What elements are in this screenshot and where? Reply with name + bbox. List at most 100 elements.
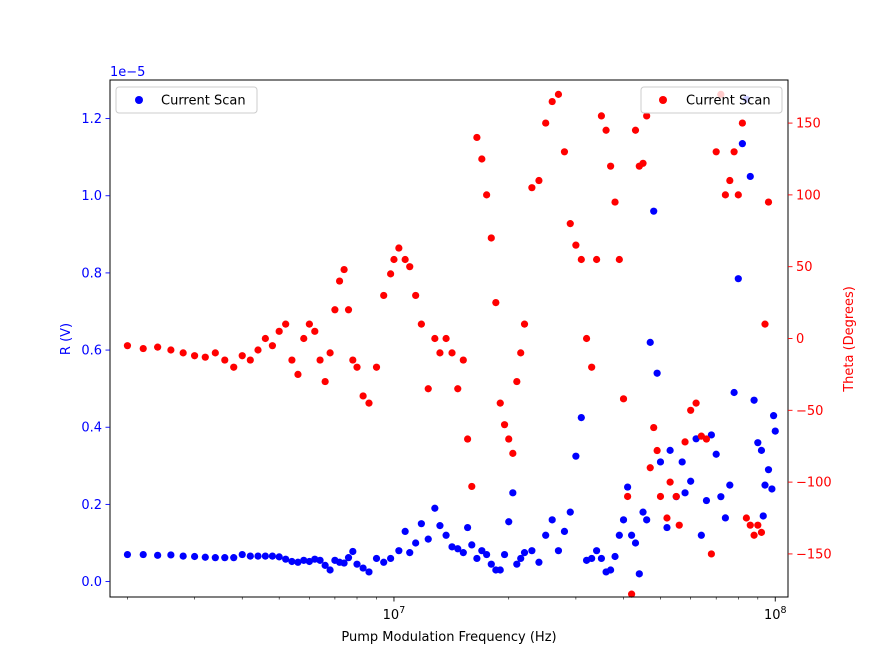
r-point-40 (417, 520, 425, 528)
r-point-82 (631, 539, 640, 547)
r-point-85 (643, 516, 651, 524)
theta-point-64 (535, 176, 543, 185)
r-point-7 (211, 554, 219, 562)
r-point-52 (483, 550, 491, 559)
theta-point-20 (305, 320, 313, 328)
theta-point-86 (643, 112, 651, 120)
left-axis-label: R (V) (59, 323, 74, 355)
r-point-98 (702, 496, 711, 505)
r-point-105 (734, 275, 742, 283)
r-point-11 (246, 552, 254, 560)
theta-point-43 (431, 334, 439, 343)
r-point-99 (707, 431, 715, 439)
r-point-27 (340, 559, 348, 567)
theta-point-63 (528, 184, 536, 192)
theta-point-109 (746, 521, 754, 529)
r-point-87 (650, 207, 658, 215)
r-point-38 (406, 549, 414, 557)
r-point-24 (326, 566, 334, 574)
left-tick-label-0: 0.0 (81, 575, 102, 590)
theta-point-82 (628, 590, 636, 598)
r-point-74 (597, 554, 606, 563)
r-point-35 (387, 554, 395, 563)
r-point-70 (577, 413, 585, 422)
r-point-116 (771, 427, 779, 435)
r-point-113 (764, 466, 773, 474)
r-point-43 (436, 522, 444, 530)
right-tick-label-6: 150 (796, 117, 821, 132)
r-point-63 (535, 558, 543, 566)
r-point-86 (646, 338, 654, 346)
r-point-93 (678, 458, 686, 466)
theta-point-40 (412, 291, 420, 300)
theta-point-57 (500, 421, 509, 429)
theta-point-90 (656, 492, 665, 501)
r-point-65 (548, 516, 556, 524)
r-point-1 (139, 550, 147, 559)
theta-point-52 (478, 155, 486, 163)
r-point-23 (321, 561, 329, 569)
theta-point-71 (577, 255, 585, 264)
theta-point-10 (238, 352, 246, 360)
theta-point-51 (473, 133, 481, 142)
r-point-104 (730, 388, 738, 397)
r-point-73 (593, 547, 601, 555)
theta-point-13 (261, 334, 269, 343)
theta-point-33 (372, 363, 381, 371)
legend-left-label: Current Scan (161, 94, 246, 109)
r-point-2 (154, 551, 162, 559)
theta-point-70 (572, 241, 580, 249)
r-point-45 (448, 543, 456, 551)
left-axis-offset-text: 1e−5 (110, 65, 145, 80)
r-point-60 (517, 554, 525, 563)
r-point-91 (666, 446, 674, 454)
theta-point-80 (619, 395, 628, 403)
theta-point-24 (326, 349, 334, 357)
theta-point-44 (436, 349, 444, 357)
r-point-4 (179, 552, 187, 560)
theta-point-55 (492, 299, 500, 307)
theta-point-36 (390, 255, 398, 264)
r-point-14 (268, 552, 277, 560)
left-tick-label-3: 0.6 (81, 344, 102, 359)
r-point-18 (294, 558, 302, 566)
theta-point-81 (624, 492, 632, 501)
legend-left-marker (135, 96, 143, 104)
theta-point-37 (395, 244, 403, 252)
data-markers (123, 90, 779, 598)
r-point-89 (656, 458, 665, 466)
left-tick-label-4: 0.8 (81, 266, 102, 281)
theta-point-25 (331, 306, 339, 314)
theta-point-88 (650, 423, 658, 432)
r-point-109 (750, 396, 758, 404)
r-point-62 (528, 547, 536, 555)
r-point-48 (464, 523, 472, 532)
theta-point-113 (761, 320, 769, 328)
r-point-66 (554, 547, 563, 555)
r-point-46 (454, 545, 462, 553)
theta-point-94 (675, 521, 683, 529)
legend-right-label: Current Scan (686, 94, 771, 109)
theta-point-78 (611, 198, 619, 206)
r-point-29 (349, 547, 357, 556)
theta-point-73 (588, 363, 596, 371)
r-point-59 (513, 560, 521, 568)
theta-point-69 (566, 220, 574, 228)
right-tick-label-5: 100 (796, 188, 821, 203)
r-point-95 (687, 477, 695, 485)
right-tick-label-0: −150 (796, 547, 832, 562)
theta-point-28 (344, 306, 353, 314)
theta-point-34 (380, 291, 388, 300)
r-point-57 (505, 518, 513, 526)
theta-point-15 (275, 327, 283, 335)
x-axis-label: Pump Modulation Frequency (Hz) (341, 630, 556, 645)
r-point-77 (611, 552, 619, 561)
theta-point-93 (672, 492, 680, 501)
theta-point-12 (254, 346, 262, 354)
r-point-69 (572, 452, 580, 460)
r-point-72 (588, 554, 596, 563)
theta-point-60 (513, 377, 521, 386)
theta-point-45 (442, 334, 450, 343)
r-point-112 (761, 481, 769, 489)
theta-point-65 (542, 119, 550, 127)
